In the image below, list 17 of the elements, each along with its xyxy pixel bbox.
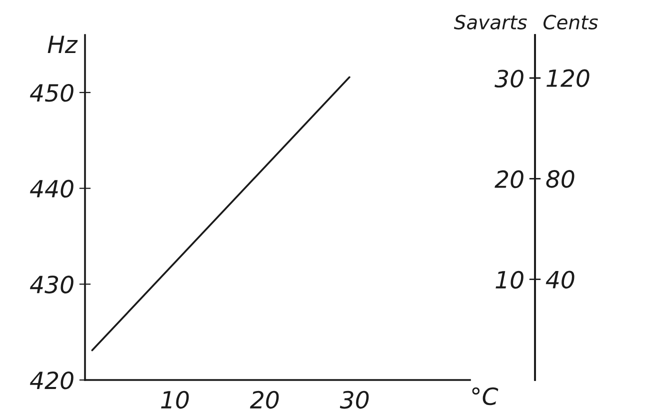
y-tick-label: 440	[30, 180, 74, 198]
x-axis-title: °C	[472, 387, 498, 406]
y-axis-title: Hz	[48, 36, 78, 53]
y3-tick-label: 80	[546, 170, 574, 188]
y3-tick-label: 120	[546, 69, 590, 88]
x-tick-label: 10	[161, 390, 189, 409]
y2-tick-label: 10	[496, 270, 524, 289]
y-tick-label: 430	[30, 276, 74, 294]
y3-axis-title: Cents	[544, 14, 598, 30]
x-tick-label: 30	[340, 390, 369, 409]
x-tick-label: 20	[250, 390, 279, 409]
y2-tick-label: 30	[494, 70, 524, 88]
y-tick-label: 450	[30, 84, 74, 102]
y2-tick-label: 20	[494, 170, 524, 188]
y3-tick-label: 40	[546, 270, 574, 289]
y-tick-label: 420	[30, 371, 74, 390]
y2-axis-title: Savarts	[454, 14, 527, 30]
